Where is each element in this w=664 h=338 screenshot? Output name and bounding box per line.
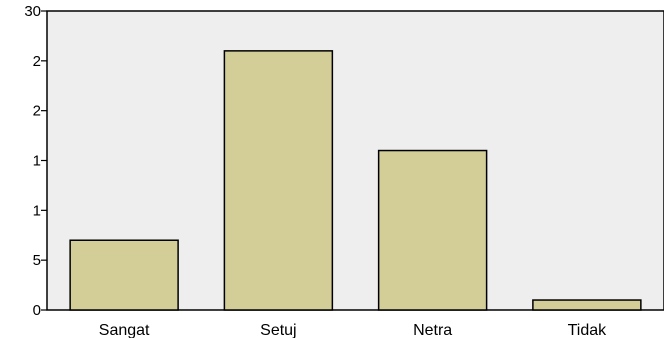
y-tick-label: 0 — [33, 302, 41, 319]
y-tick-label: 1 — [33, 153, 41, 170]
x-category-label: Sangat — [99, 322, 150, 338]
x-category-label: Netra — [413, 322, 452, 338]
bar-netra — [377, 149, 488, 311]
x-category-label: Tidak — [568, 322, 608, 338]
y-tick-label: 30 — [24, 3, 41, 20]
x-category-label: Setuj — [260, 322, 296, 338]
y-axis: 0 5 1 1 2 2 30 — [24, 3, 47, 319]
y-tick-label: 1 — [33, 202, 41, 219]
bar-setuj — [223, 50, 334, 311]
x-axis-labels: Sangat Setuj Netra Tidak — [99, 322, 607, 338]
y-tick-label: 2 — [33, 53, 41, 70]
y-tick-label: 2 — [33, 103, 41, 120]
bar-sangat — [69, 239, 179, 311]
y-tick-label: 5 — [33, 252, 41, 269]
bar-tidak — [532, 299, 642, 311]
bars-group — [69, 50, 642, 311]
